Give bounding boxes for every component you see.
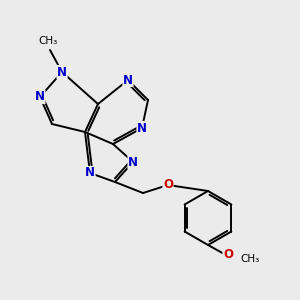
Text: CH₃: CH₃	[240, 254, 259, 264]
Text: N: N	[137, 122, 147, 134]
Text: N: N	[128, 155, 138, 169]
Text: O: O	[163, 178, 173, 191]
Text: N: N	[35, 91, 45, 103]
Text: O: O	[223, 248, 233, 262]
Text: N: N	[85, 167, 95, 179]
Text: N: N	[123, 74, 133, 86]
Text: N: N	[57, 65, 67, 79]
Text: CH₃: CH₃	[38, 36, 58, 46]
